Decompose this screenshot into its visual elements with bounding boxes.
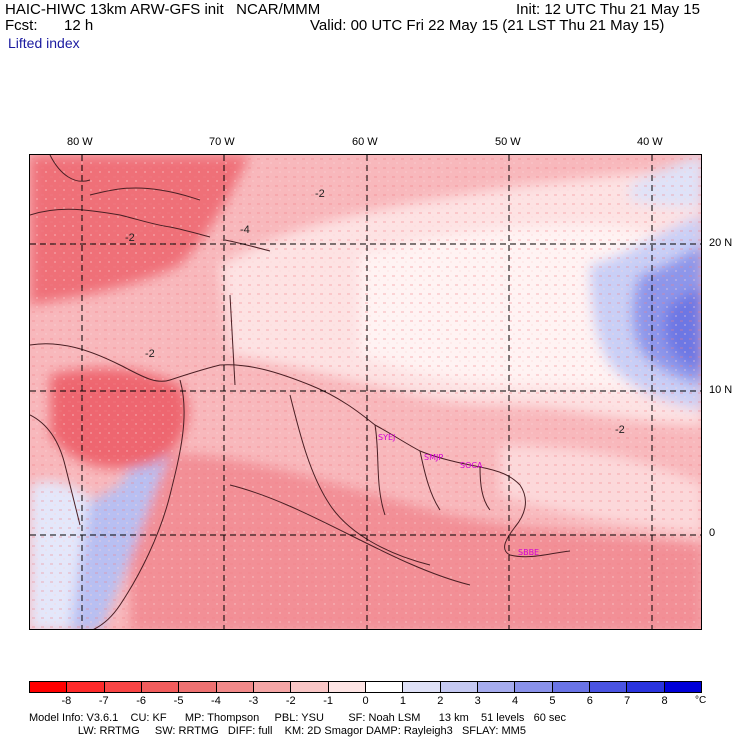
colorbar-tick-label: 4 (511, 695, 519, 707)
contour-label: -2 (145, 348, 155, 360)
colorbar-tick-label: -2 (285, 695, 296, 707)
lon-label: 80 W (67, 136, 93, 148)
colorbar-swatch (216, 682, 254, 692)
colorbar-tick-label: -1 (323, 695, 333, 707)
colorbar-swatch (477, 682, 516, 692)
colorbar-tick-label: 3 (474, 695, 481, 707)
colorbar-swatch (440, 682, 478, 692)
contour-label: -2 (125, 232, 135, 244)
colorbar-swatch (365, 682, 404, 692)
contour-labels: -2 -4 -2 -2 -2 (125, 188, 625, 436)
colorbar-tick-label: -8 (61, 695, 72, 707)
colorbar-tick-label: 1 (399, 695, 406, 707)
graticule (30, 155, 701, 629)
colorbar-tick-label: -4 (211, 695, 221, 707)
lon-label: 50 W (495, 136, 521, 148)
colorbar-tick-label: 6 (586, 695, 593, 707)
forecast-label: Fcst: (5, 17, 38, 34)
colorbar-tick-label: 7 (624, 695, 631, 707)
colorbar-tick-label: 0 (362, 695, 369, 707)
lat-label: 0 (709, 527, 716, 539)
site-label-syej: SYEJ (378, 433, 395, 442)
lat-label: 20 N (709, 237, 733, 249)
colorbar-swatch (552, 682, 590, 692)
init-time: Init: 12 UTC Thu 21 May 15 (516, 1, 700, 18)
colorbar-tick-label: -5 (173, 695, 184, 707)
map-canvas: -2 -4 -2 -2 -2 SYEJ SMJP SOCA SBBE (30, 155, 701, 629)
colorbar-swatch (515, 682, 553, 692)
colorbar-tick-label: 2 (437, 695, 444, 707)
colorbar-swatch (627, 682, 665, 692)
colorbar-tick-label: -7 (98, 695, 109, 707)
lat-label: 10 N (709, 384, 733, 396)
colorbar-tick-label: 8 (661, 695, 668, 707)
colorbar-swatch (30, 682, 68, 692)
colorbar-tick-label: -3 (248, 695, 259, 707)
colorbar-swatch (141, 682, 180, 692)
field-texture (30, 155, 701, 629)
colorbar-swatch (67, 682, 105, 692)
colorbar-tick-label: -6 (136, 695, 147, 707)
colorbar-swatch (664, 682, 701, 692)
valid-time: Valid: 00 UTC Fri 22 May 15 (21 LST Thu … (310, 17, 665, 34)
lon-label: 70 W (209, 136, 235, 148)
colorbar-swatch (179, 682, 217, 692)
model-info-line2: LW: RRTMG SW: RRTMG DIFF: full KM: 2D Sm… (29, 725, 526, 737)
colorbar-swatch (253, 682, 292, 692)
colorbar-swatch (589, 682, 628, 692)
lon-label: 60 W (352, 136, 378, 148)
colorbar-swatch (403, 682, 441, 692)
lon-label: 40 W (637, 136, 663, 148)
colorbar-swatch (104, 682, 142, 692)
colorbar-unit: °C (695, 695, 707, 706)
site-label-sbbe: SBBE (518, 548, 539, 557)
contour-label: -2 (615, 424, 625, 436)
forecast-hour: 12 h (64, 17, 94, 34)
title-left: HAIC-HIWC 13km ARW-GFS init NCAR/MMM (5, 1, 321, 18)
colorbar-swatch (328, 682, 366, 692)
lifted-index-map: -2 -4 -2 -2 -2 SYEJ SMJP SOCA SBBE (29, 154, 702, 630)
colorbar (29, 681, 702, 693)
contour-label: -2 (315, 188, 325, 200)
site-label-smjp: SMJP (424, 453, 443, 462)
contour-label: -4 (240, 224, 250, 236)
colorbar-swatch (291, 682, 329, 692)
field-name: Lifted index (8, 35, 80, 51)
model-info-line1: Model Info: V3.6.1 CU: KF MP: Thompson P… (29, 712, 566, 724)
colorbar-tick-label: 5 (549, 695, 556, 707)
site-label-soca: SOCA (460, 461, 483, 470)
